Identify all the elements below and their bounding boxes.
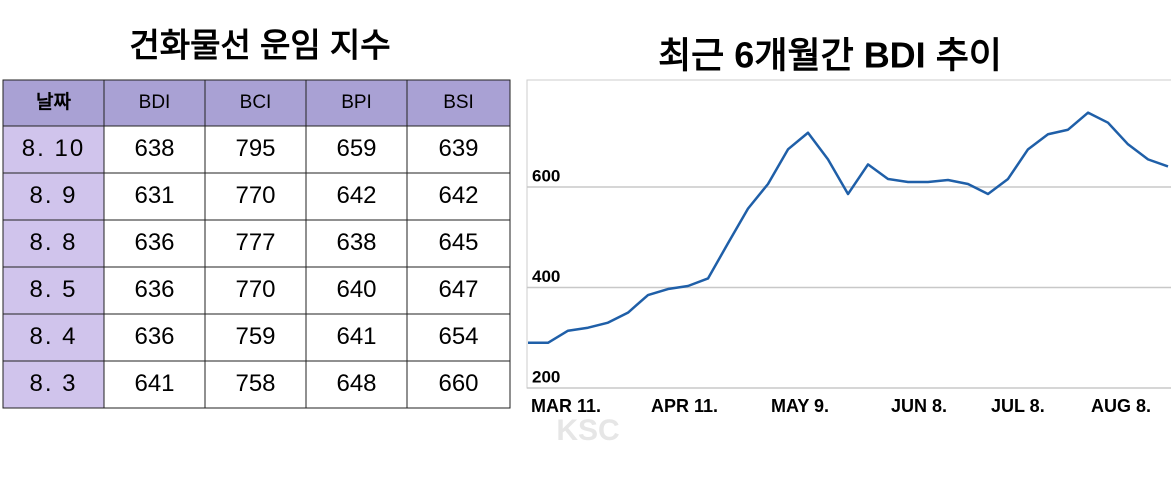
- header-cell: [204, 79, 307, 127]
- cell: [2, 125, 105, 174]
- cell-text: 758: [235, 370, 275, 397]
- x-tick-label: JUL 8.: [991, 396, 1045, 416]
- cell-text: 660: [438, 370, 478, 397]
- cell: [406, 313, 511, 362]
- cell-text: 631: [134, 182, 174, 209]
- cell: [305, 219, 408, 268]
- cell: [204, 266, 307, 315]
- plot-frame: [526, 79, 1171, 389]
- cell: [103, 266, 206, 315]
- y-tick-label: 400: [532, 267, 560, 286]
- x-tick-label: APR 11.: [651, 396, 718, 416]
- cell-text: 8. 9: [29, 182, 77, 209]
- cell: [103, 313, 206, 362]
- cell-text: 641: [134, 370, 174, 397]
- header-cell: [305, 79, 408, 127]
- cell: [2, 219, 105, 268]
- cell-text: 8. 8: [29, 229, 77, 256]
- cell: [406, 125, 511, 174]
- header-text: 날짜: [36, 91, 71, 113]
- cell-text: 770: [235, 276, 275, 303]
- header-text: BDI: [139, 92, 171, 113]
- cell-text: 759: [235, 323, 275, 350]
- header-text: BCI: [240, 92, 272, 113]
- table-title: 건화물선 운임 지수: [129, 27, 390, 64]
- cell: [204, 219, 307, 268]
- cell: [305, 360, 408, 409]
- cell-text: 636: [134, 229, 174, 256]
- cell-text: 8. 5: [29, 276, 77, 303]
- cell-text: 636: [134, 276, 174, 303]
- cell-text: 638: [336, 229, 376, 256]
- cell-text: 659: [336, 135, 376, 162]
- cell-text: 8. 3: [29, 370, 77, 397]
- cell: [103, 219, 206, 268]
- cell-text: 795: [235, 135, 275, 162]
- cell: [406, 219, 511, 268]
- chart-title: 최근 6개월간 BDI 추이: [658, 35, 1002, 76]
- x-tick-label: MAR 11.: [531, 396, 601, 416]
- cell-text: 8. 4: [29, 323, 77, 350]
- cell: [406, 266, 511, 315]
- x-tick-label: MAY 9.: [771, 396, 829, 416]
- cell-text: 654: [438, 323, 478, 350]
- cell: [204, 313, 307, 362]
- cell: [305, 313, 408, 362]
- x-tick-label: JUN 8.: [891, 396, 947, 416]
- header-text: BPI: [341, 92, 372, 113]
- cell-text: 777: [235, 229, 275, 256]
- cell-text: 636: [134, 323, 174, 350]
- cell: [103, 172, 206, 221]
- cell-text: 770: [235, 182, 275, 209]
- line: [528, 111, 1169, 345]
- cell: [2, 266, 105, 315]
- watermark: KSC: [556, 414, 619, 447]
- header-text: BSI: [443, 92, 474, 113]
- cell: [204, 125, 307, 174]
- cell: [2, 360, 105, 409]
- cell-text: 642: [336, 182, 376, 209]
- cell-text: 641: [336, 323, 376, 350]
- cell: [406, 360, 511, 409]
- cell: [406, 172, 511, 221]
- cell-text: 640: [336, 276, 376, 303]
- cell-text: 639: [438, 135, 478, 162]
- cell-text: 648: [336, 370, 376, 397]
- cell: [305, 172, 408, 221]
- y-tick-label: 200: [532, 367, 560, 386]
- y-tick-label: 600: [532, 166, 560, 185]
- header-cell: [2, 79, 105, 127]
- cell-text: 8. 10: [22, 135, 85, 162]
- header-cell: [103, 79, 206, 127]
- cell-text: 645: [438, 229, 478, 256]
- cell-text: 642: [438, 182, 478, 209]
- x-tick-label: AUG 8.: [1091, 396, 1151, 416]
- cell-text: 647: [438, 276, 478, 303]
- cell-text: 638: [134, 135, 174, 162]
